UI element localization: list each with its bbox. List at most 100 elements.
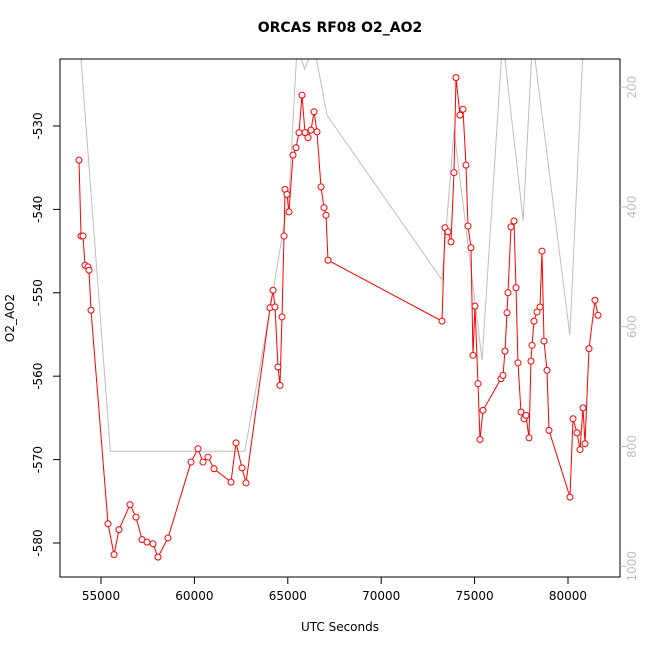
- data-line: [78, 77, 599, 559]
- data-point: [573, 429, 581, 437]
- data-point: [525, 434, 533, 442]
- data-point: [280, 232, 288, 240]
- data-point: [464, 222, 472, 230]
- data-point: [199, 458, 207, 466]
- data-point: [295, 129, 303, 137]
- y-tick-label: -540: [31, 196, 45, 223]
- y2-tick-label: 1000: [625, 551, 639, 582]
- data-point: [452, 74, 460, 82]
- data-point: [227, 478, 235, 486]
- data-point: [110, 551, 118, 559]
- data-point: [310, 108, 318, 116]
- plot-area: [75, 59, 602, 561]
- data-point: [187, 458, 195, 466]
- data-point: [517, 408, 525, 416]
- data-point: [154, 553, 162, 561]
- x-tick-label: 60000: [175, 589, 213, 603]
- data-point: [85, 266, 93, 274]
- data-point: [512, 284, 520, 292]
- data-point: [447, 238, 455, 246]
- data-point: [313, 128, 321, 136]
- data-point: [462, 161, 470, 169]
- data-point: [324, 256, 332, 264]
- data-point: [210, 465, 218, 473]
- data-point: [522, 411, 530, 419]
- data-point: [301, 129, 309, 137]
- data-point: [527, 357, 535, 365]
- chart-title: ORCAS RF08 O2_AO2: [258, 20, 423, 36]
- data-point: [540, 337, 548, 345]
- y2-tick-label: 800: [625, 435, 639, 458]
- data-point: [276, 381, 284, 389]
- y-tick-label: -530: [31, 112, 45, 139]
- data-point: [274, 363, 282, 371]
- data-point: [499, 371, 507, 379]
- data-point: [438, 317, 446, 325]
- data-point: [538, 247, 546, 255]
- y-tick-label: -580: [31, 529, 45, 556]
- data-point: [204, 453, 212, 461]
- data-point: [298, 91, 306, 99]
- data-point: [591, 296, 599, 304]
- data-line: [80, 59, 584, 452]
- data-point: [444, 228, 452, 236]
- data-point: [536, 303, 544, 311]
- data-point: [242, 479, 250, 487]
- data-point: [269, 286, 277, 294]
- data-point: [283, 190, 291, 198]
- data-point: [469, 351, 477, 359]
- data-point: [292, 144, 300, 152]
- data-point: [476, 436, 484, 444]
- data-point: [467, 244, 475, 252]
- x-tick-label: 65000: [269, 589, 307, 603]
- y2-tick-label: 400: [625, 195, 639, 218]
- data-point: [545, 426, 553, 434]
- data-point: [149, 540, 157, 548]
- data-point: [317, 183, 325, 191]
- data-point: [579, 404, 587, 412]
- data-point: [79, 232, 87, 240]
- data-point: [164, 534, 172, 542]
- data-point: [594, 311, 602, 319]
- data-point: [504, 289, 512, 297]
- data-point: [143, 538, 151, 546]
- y-tick-label: -560: [31, 363, 45, 390]
- data-point: [238, 464, 246, 472]
- data-point: [126, 501, 134, 509]
- data-point: [87, 306, 95, 314]
- data-point: [320, 204, 328, 212]
- data-point: [530, 317, 538, 325]
- data-point: [507, 223, 515, 231]
- x-tick-label: 80000: [549, 589, 587, 603]
- data-point: [501, 347, 509, 355]
- data-point: [271, 303, 279, 311]
- data-point: [510, 217, 518, 225]
- x-tick-label: 75000: [456, 589, 494, 603]
- y2-tick-label: 200: [625, 76, 639, 99]
- data-point: [581, 440, 589, 448]
- data-point: [232, 439, 240, 447]
- data-point: [75, 156, 83, 164]
- y-tick-label: -550: [31, 279, 45, 306]
- data-point: [132, 513, 140, 521]
- data-point: [289, 151, 297, 159]
- y-tick-label: -570: [31, 446, 45, 473]
- data-point: [285, 208, 293, 216]
- y2-tick-label: 600: [625, 315, 639, 338]
- data-point: [307, 126, 315, 134]
- x-axis-label: UTC Seconds: [301, 620, 379, 634]
- data-point: [115, 526, 123, 534]
- data-point: [322, 211, 330, 219]
- data-point: [104, 520, 112, 528]
- data-point: [278, 313, 286, 321]
- data-point: [533, 308, 541, 316]
- data-point: [459, 105, 467, 113]
- data-point: [566, 493, 574, 501]
- data-point: [569, 415, 577, 423]
- data-point: [450, 169, 458, 177]
- y-axis-label: O2_AO2: [3, 294, 17, 342]
- data-point: [503, 309, 511, 317]
- data-point: [543, 366, 551, 374]
- data-point: [471, 302, 479, 310]
